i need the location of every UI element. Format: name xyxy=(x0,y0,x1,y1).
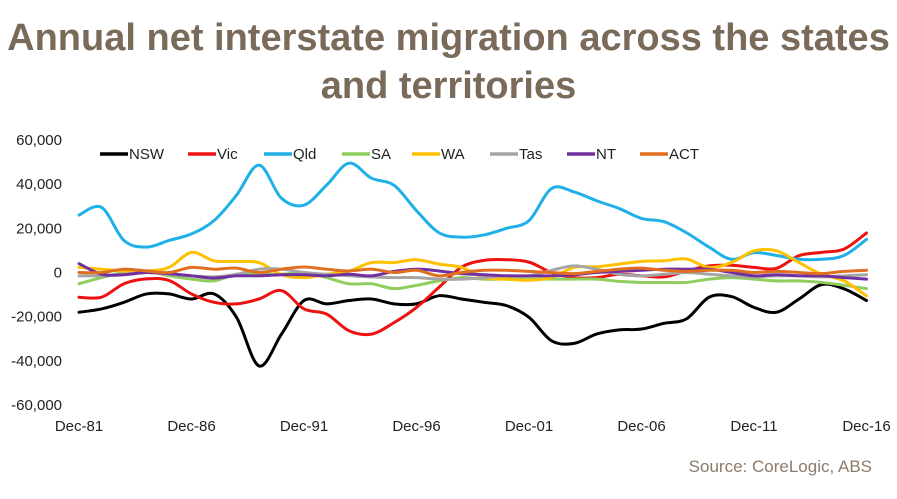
y-tick-label: -60,000 xyxy=(11,397,62,414)
series-line-qld xyxy=(77,161,868,262)
legend-label: Vic xyxy=(217,146,238,163)
legend-label: ACT xyxy=(669,146,699,163)
x-tick-label: Dec-81 xyxy=(55,418,103,435)
x-tick-label: Dec-06 xyxy=(617,418,665,435)
y-tick-label: -40,000 xyxy=(11,353,62,370)
series-line-nsw xyxy=(77,282,868,368)
series-line-nt xyxy=(77,262,868,281)
y-tick-label: -20,000 xyxy=(11,309,62,326)
legend-item-qld: Qld xyxy=(264,146,316,163)
x-tick-label: Dec-91 xyxy=(280,418,328,435)
x-tick-label: Dec-16 xyxy=(842,418,890,435)
source-note: Source: CoreLogic, ABS xyxy=(688,457,872,476)
y-axis-ticks: 60,000 40,000 20,000 0 -20,000 -40,000 -60,000 xyxy=(11,132,62,414)
legend-item-vic: Vic xyxy=(188,146,238,163)
legend-label: Tas xyxy=(519,146,542,163)
legend-label: Qld xyxy=(293,146,316,163)
x-tick-label: Dec-11 xyxy=(730,418,777,435)
x-axis-ticks: Dec-81 Dec-86 Dec-91 Dec-96 Dec-01 Dec-06 Dec-… xyxy=(55,418,891,435)
legend-label: NT xyxy=(596,146,616,163)
legend-item-sa: SA xyxy=(342,146,391,163)
x-tick-label: Dec-96 xyxy=(392,418,440,435)
series-line-vic xyxy=(77,231,868,337)
legend-label: NSW xyxy=(129,146,165,163)
legend-label: SA xyxy=(371,146,391,163)
legend-item-nt: NT xyxy=(567,146,616,163)
series-line-act xyxy=(77,265,868,278)
series-lines xyxy=(77,161,868,368)
legend-item-tas: Tas xyxy=(490,146,542,163)
y-tick-label: 20,000 xyxy=(16,220,62,237)
y-tick-label: 0 xyxy=(54,265,62,282)
legend: NSW Vic Qld SA WA Tas NT ACT xyxy=(100,146,699,163)
x-tick-label: Dec-86 xyxy=(167,418,215,435)
legend-item-act: ACT xyxy=(640,146,699,163)
legend-item-wa: WA xyxy=(412,146,465,163)
y-tick-label: 60,000 xyxy=(16,132,62,149)
x-tick-label: Dec-01 xyxy=(505,418,553,435)
y-tick-label: 40,000 xyxy=(16,176,62,193)
legend-label: WA xyxy=(441,146,465,163)
legend-item-nsw: NSW xyxy=(100,146,165,163)
chart-title: Annual net interstate migration across t… xyxy=(7,17,890,107)
